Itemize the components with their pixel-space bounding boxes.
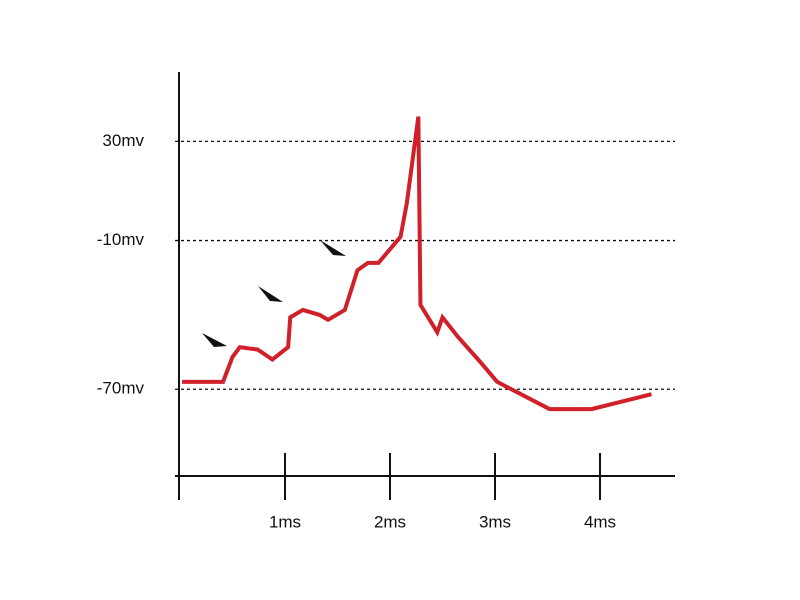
x-tick-label: 1ms: [269, 512, 301, 531]
y-tick-label: -70mv: [97, 379, 145, 398]
y-tick-label: -10mv: [97, 230, 145, 249]
y-tick-label: 30mv: [102, 131, 144, 150]
arrowhead: [258, 286, 283, 302]
arrowhead: [202, 333, 227, 347]
arrowhead: [320, 240, 346, 256]
x-tick-label: 3ms: [479, 512, 511, 531]
line-series: [182, 116, 652, 412]
x-tick-label: 2ms: [374, 512, 406, 531]
x-tick-label: 4ms: [584, 512, 616, 531]
